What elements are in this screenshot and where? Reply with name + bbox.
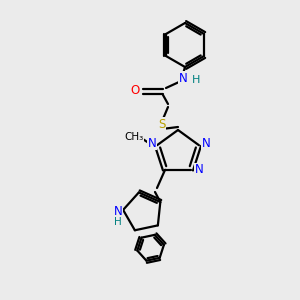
Text: H: H <box>192 75 200 85</box>
Text: H: H <box>114 217 122 227</box>
Text: N: N <box>148 137 157 150</box>
Text: N: N <box>202 137 210 150</box>
Text: N: N <box>195 163 203 176</box>
Text: S: S <box>158 118 166 130</box>
Text: CH₃: CH₃ <box>124 132 144 142</box>
Text: N: N <box>178 71 188 85</box>
Text: N: N <box>114 206 122 218</box>
Text: O: O <box>130 85 140 98</box>
